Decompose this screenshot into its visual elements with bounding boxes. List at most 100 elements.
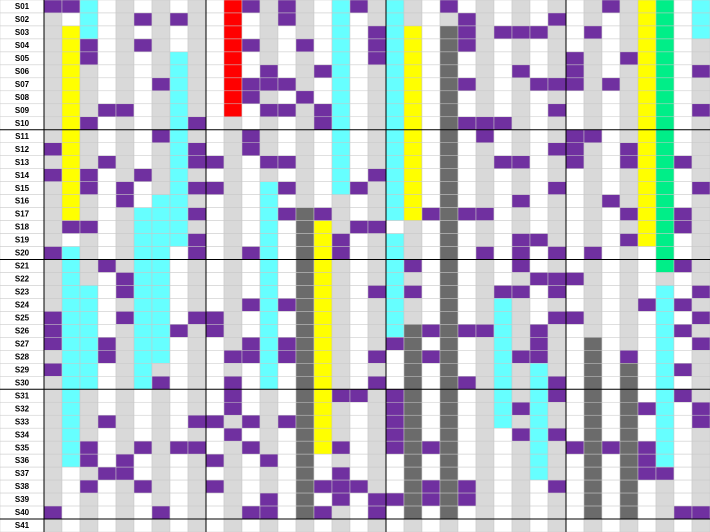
cell (673, 350, 693, 364)
cell (529, 427, 549, 442)
cell (529, 77, 549, 92)
cell (349, 12, 369, 27)
cell (115, 350, 135, 364)
cell (43, 116, 63, 131)
cell (619, 51, 639, 66)
cell (295, 194, 315, 208)
cell (421, 155, 441, 169)
cell (619, 376, 639, 390)
cell (331, 220, 351, 234)
cell (97, 168, 117, 182)
cell (637, 479, 657, 494)
cell (151, 12, 171, 27)
cell (97, 479, 117, 494)
cell (583, 259, 603, 273)
cell (259, 246, 279, 260)
cell (349, 427, 369, 442)
cell (583, 90, 603, 105)
cell (547, 440, 567, 455)
cell (691, 194, 710, 208)
cell (295, 155, 315, 169)
cell (691, 414, 710, 429)
cell (187, 492, 207, 507)
cell (151, 155, 171, 169)
cell (133, 246, 153, 260)
row-label: S15 (15, 184, 30, 193)
cell (313, 453, 333, 468)
cell (313, 427, 333, 442)
cell (277, 207, 297, 221)
cell (259, 181, 279, 195)
cell (187, 12, 207, 27)
cell (475, 440, 495, 455)
cell (493, 207, 513, 221)
cell (115, 51, 135, 66)
cell (61, 401, 81, 416)
cell (565, 103, 585, 118)
cell (349, 155, 369, 169)
cell (529, 233, 549, 247)
cell (223, 440, 243, 455)
cell (439, 77, 459, 92)
cell (601, 311, 621, 325)
cell (619, 90, 639, 105)
cell (673, 337, 693, 351)
cell (277, 492, 297, 507)
row-label: S11 (15, 132, 29, 141)
cell (277, 220, 297, 234)
cell (403, 440, 423, 455)
cell (655, 64, 675, 79)
cell (601, 142, 621, 156)
cell (385, 129, 405, 143)
cell (403, 363, 423, 377)
cell (511, 25, 531, 40)
cell (79, 103, 99, 118)
cell (583, 129, 603, 143)
cell (115, 233, 135, 247)
cell (133, 129, 153, 143)
cell (277, 505, 297, 520)
cell (529, 492, 549, 507)
cell (133, 168, 153, 182)
cell (169, 38, 189, 53)
cell (385, 298, 405, 312)
cell (601, 259, 621, 273)
cell (61, 116, 81, 131)
cell (511, 246, 531, 260)
cell (439, 311, 459, 325)
cell (295, 427, 315, 442)
cell (529, 272, 549, 286)
cell (241, 324, 261, 338)
cell (169, 181, 189, 195)
cell (151, 453, 171, 468)
cell (403, 466, 423, 481)
row-label: S25 (15, 314, 30, 323)
cell (79, 401, 99, 416)
cell (313, 64, 333, 79)
cell (619, 272, 639, 286)
cell (619, 12, 639, 27)
cell (583, 181, 603, 195)
cell (259, 414, 279, 429)
cell (241, 272, 261, 286)
cell (421, 427, 441, 442)
cell (241, 0, 261, 14)
cell (295, 25, 315, 40)
cell (79, 427, 99, 442)
cell (619, 298, 639, 312)
cell (61, 272, 81, 286)
cell (223, 12, 243, 27)
cell (673, 440, 693, 455)
cell (223, 285, 243, 299)
cell (223, 466, 243, 481)
cell (565, 38, 585, 53)
cell (277, 51, 297, 66)
cell (223, 168, 243, 182)
cell (115, 12, 135, 27)
cell (637, 466, 657, 481)
cell (331, 492, 351, 507)
cell (277, 337, 297, 351)
cell (565, 168, 585, 182)
cell (655, 25, 675, 40)
cell (187, 142, 207, 156)
